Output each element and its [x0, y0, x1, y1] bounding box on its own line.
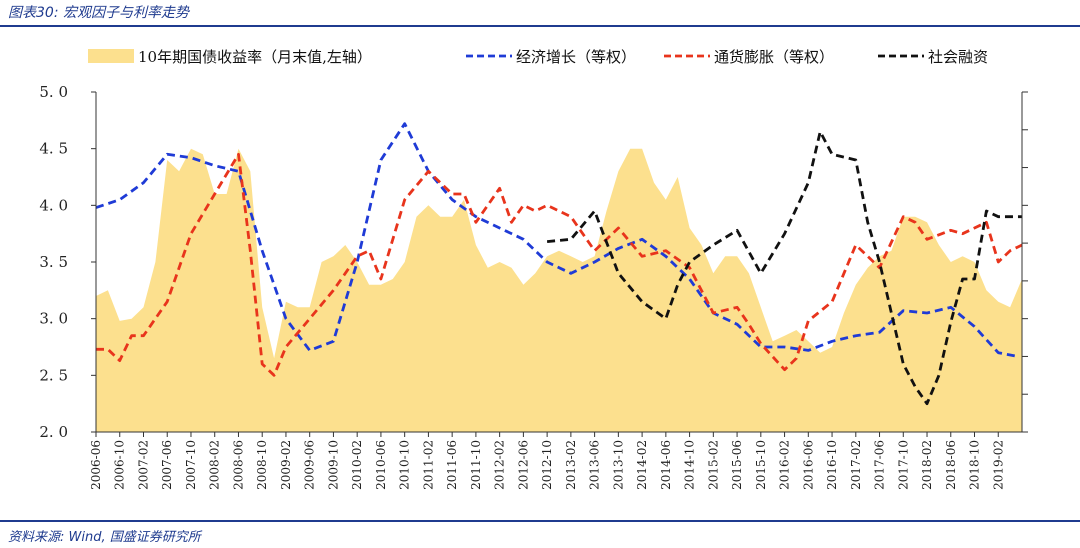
series-area-bond10y: [96, 148, 1022, 432]
x-tick-label: 2019-02: [991, 440, 1005, 490]
x-tick-label: 2016-10: [825, 440, 839, 490]
top-rule: [0, 25, 1080, 27]
x-tick-label: 2012-10: [540, 440, 554, 490]
x-tick-label: 2011-10: [469, 440, 483, 490]
x-tick-label: 2014-02: [635, 440, 649, 490]
chart-svg: 10年期国债收益率（月末值,左轴） 经济增长（等权） 通货膨胀（等权） 社会融资 2.…: [39, 48, 1028, 490]
x-tick-label: 2011-06: [445, 440, 459, 490]
x-tick-label: 2008-06: [231, 440, 245, 490]
x-tick-label: 2007-02: [136, 440, 150, 490]
axes: 2. 0 2. 5 3. 0 3. 5 4. 0 4. 5 5. 0 2006-06 2006-…: [39, 83, 1028, 490]
x-tick-label: 2013-10: [611, 440, 625, 490]
x-tick-label: 2018-02: [920, 440, 934, 490]
bottom-rule: [0, 520, 1080, 522]
x-tick-label: 2006-06: [89, 440, 103, 490]
y-tick-label: 4. 0: [39, 196, 68, 214]
y-tick-label: 2. 5: [39, 366, 68, 384]
x-tick-label: 2010-02: [350, 440, 364, 490]
x-tick-label: 2010-06: [374, 440, 388, 490]
x-tick-label: 2008-02: [208, 440, 222, 490]
x-tick-label: 2009-10: [326, 440, 340, 490]
x-tick-label: 2007-10: [184, 440, 198, 490]
x-tick-label: 2009-02: [279, 440, 293, 490]
x-tick-label: 2017-10: [896, 440, 910, 490]
y-tick-label: 5. 0: [39, 83, 68, 101]
x-tick-label: 2006-10: [113, 440, 127, 490]
x-tick-label: 2011-02: [421, 440, 435, 490]
series-line-growth: [95, 122, 1017, 358]
x-tick-label: 2015-06: [730, 440, 744, 490]
x-tick-label: 2010-10: [398, 440, 412, 490]
legend-label: 通货膨胀（等权）: [714, 48, 834, 66]
series-line-credit: [546, 130, 1022, 406]
legend-label: 社会融资: [928, 48, 988, 66]
x-tick-label: 2014-10: [683, 440, 697, 490]
x-tick-label: 2009-06: [303, 440, 317, 490]
x-tick-label: 2013-06: [588, 440, 602, 490]
legend-label: 经济增长（等权）: [516, 48, 636, 66]
x-tick-label: 2012-02: [493, 440, 507, 490]
x-tick-label: 2015-10: [754, 440, 768, 490]
source-note: 资料来源: Wind, 国盛证券研究所: [8, 530, 201, 545]
y-tick-label: 4. 5: [39, 140, 68, 158]
x-tick-label: 2018-06: [944, 440, 958, 490]
legend: 10年期国债收益率（月末值,左轴） 经济增长（等权） 通货膨胀（等权） 社会融资: [88, 48, 988, 66]
x-tick-label: 2012-06: [516, 440, 530, 490]
x-tick-label: 2014-06: [659, 440, 673, 490]
x-tick-label: 2013-02: [564, 440, 578, 490]
plot-area: [95, 122, 1023, 432]
chart-title: 图表30: 宏观因子与利率走势: [8, 5, 189, 21]
x-tick-label: 2016-02: [778, 440, 792, 490]
y-tick-label: 2. 0: [39, 423, 68, 441]
y-tick-label: 3. 5: [39, 253, 68, 271]
x-tick-label: 2007-06: [160, 440, 174, 490]
series-line-inflation: [96, 152, 1023, 377]
x-tick-label: 2016-06: [801, 440, 815, 490]
y-tick-label: 3. 0: [39, 310, 68, 328]
x-tick-label: 2015-02: [706, 440, 720, 490]
x-tick-label: 2008-10: [255, 440, 269, 490]
legend-swatch-bond10y: [88, 49, 134, 63]
x-tick-label: 2018-10: [968, 440, 982, 490]
legend-label: 10年期国债收益率（月末值,左轴）: [138, 48, 372, 66]
x-tick-label: 2017-02: [849, 440, 863, 490]
x-tick-label: 2017-06: [873, 440, 887, 490]
